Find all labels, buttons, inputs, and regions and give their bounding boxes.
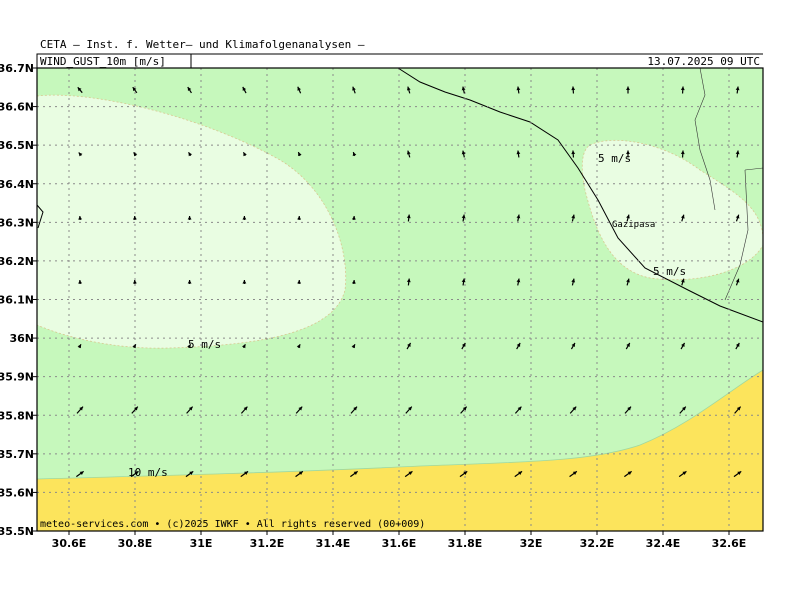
footer: meteo-services.com • (c)2025 IWKF • All … [40,519,425,530]
valid-time: 13.07.2025 09 UTC [647,55,760,68]
x-tick-label: 30.6E [52,537,87,550]
contour-label: 5 m/s [598,152,631,165]
y-tick-label: 36.7N [0,62,34,75]
x-tick-label: 32.2E [580,537,615,550]
y-tick-label: 36.5N [0,139,34,152]
x-tick-label: 31E [190,537,213,550]
contour-label: 5 m/s [653,265,686,278]
x-tick-label: 30.8E [118,537,153,550]
x-tick-label: 32.4E [646,537,681,550]
x-tick-label: 31.2E [250,537,285,550]
contour-label: 5 m/s [188,338,221,351]
y-tick-label: 36.1N [0,294,34,307]
y-tick-label: 35.5N [0,525,34,538]
contour-label: 10 m/s [128,466,168,479]
y-tick-label: 36.3N [0,216,34,229]
place-label: Gazipasa [612,220,655,230]
field-name: WIND_GUST_10m [m/s] [40,55,166,68]
x-tick-label: 32.6E [712,537,747,550]
y-tick-label: 36.2N [0,255,34,268]
x-tick-label: 31.6E [382,537,417,550]
header-title: CETA — Inst. f. Wetter— und Klimafolgena… [40,38,365,51]
y-tick-label: 35.8N [0,409,34,422]
y-tick-label: 35.9N [0,371,34,384]
y-tick-label: 35.6N [0,486,34,499]
x-tick-label: 32E [520,537,543,550]
y-tick-label: 35.7N [0,448,34,461]
y-tick-label: 36N [9,332,34,345]
x-tick-label: 31.8E [448,537,483,550]
x-tick-label: 31.4E [316,537,351,550]
y-tick-label: 36.4N [0,178,34,191]
y-tick-label: 36.6N [0,101,34,114]
